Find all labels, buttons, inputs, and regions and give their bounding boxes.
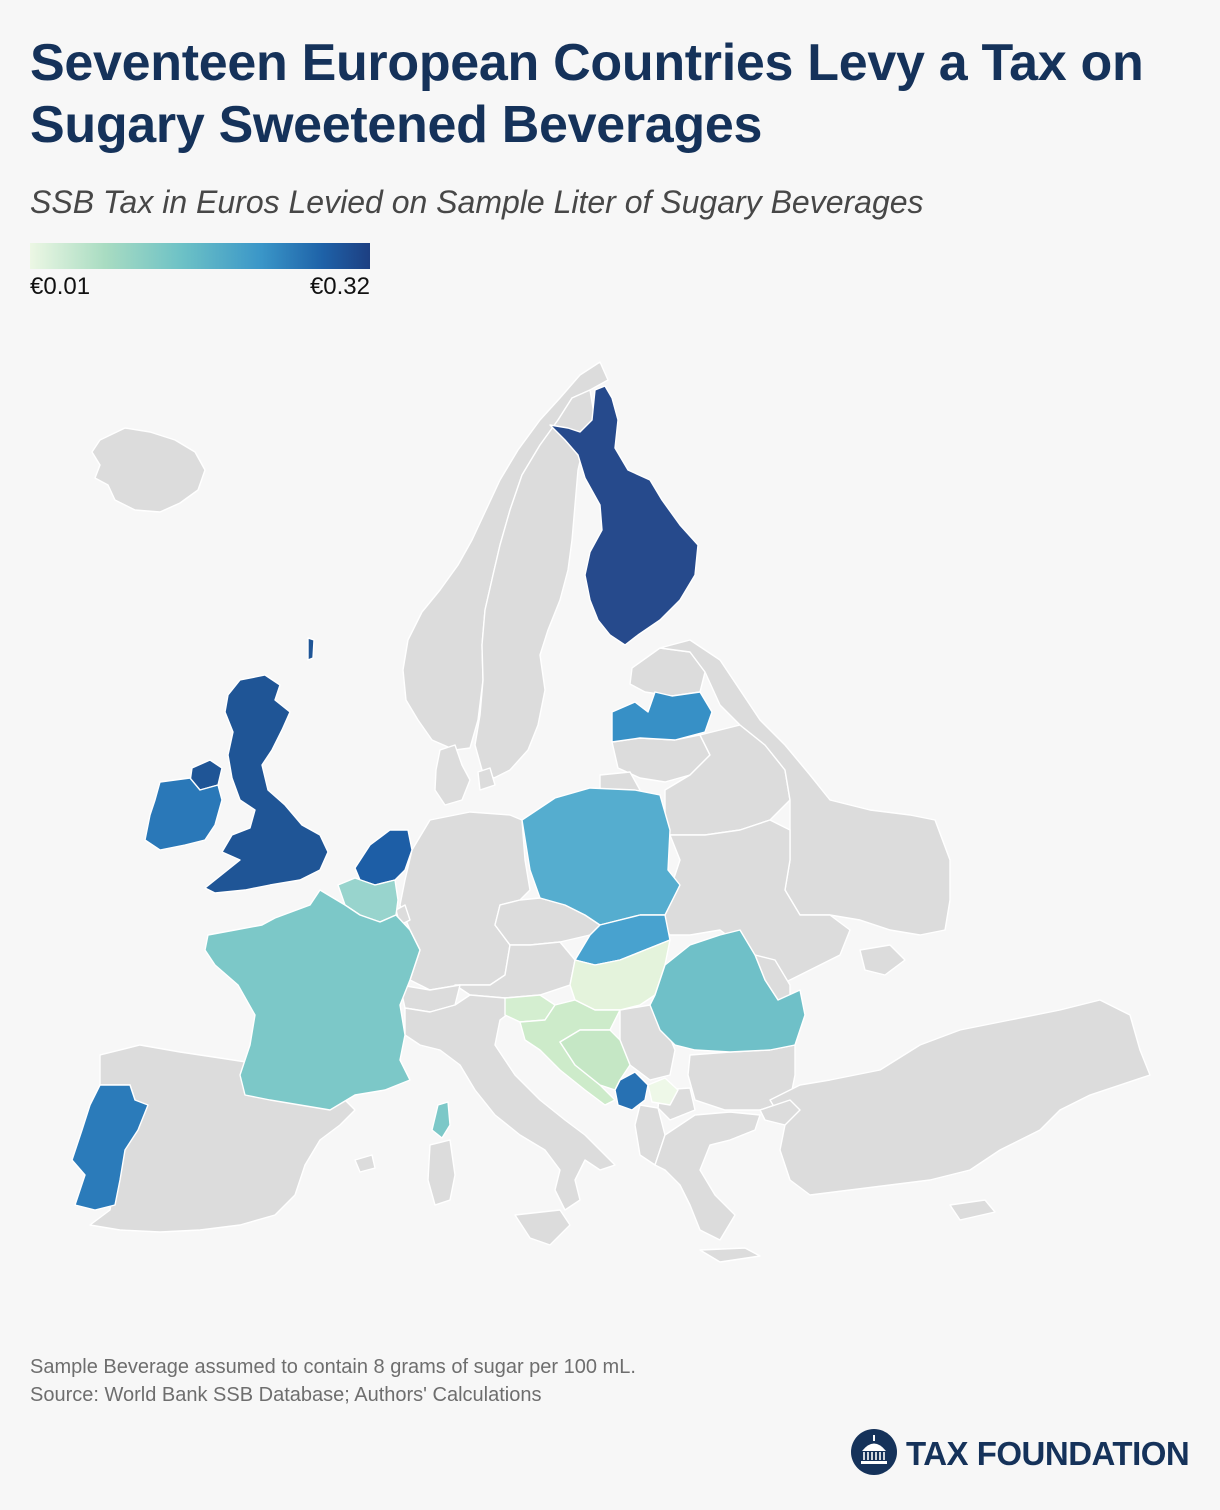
country-kosovo [647, 1077, 679, 1106]
country-iceland [91, 427, 206, 513]
brand-name: TAX FOUNDATION [906, 1435, 1190, 1472]
country-russia-west [659, 639, 951, 936]
legend-max-label: €0.32 [309, 273, 370, 300]
footnote-sample-beverage: Sample Beverage assumed to contain 8 gra… [30, 1356, 636, 1378]
country-corsica [431, 1101, 451, 1139]
country-denmark-islands [477, 767, 496, 791]
footnote-source: Source: World Bank SSB Database; Authors… [30, 1384, 542, 1406]
country-turkey-thrace [759, 1099, 801, 1126]
country-montenegro [614, 1071, 649, 1111]
country-finland [549, 385, 699, 646]
country-crimea [859, 944, 906, 976]
country-portugal [71, 1084, 149, 1211]
country-netherlands [354, 829, 413, 886]
country-france [204, 889, 421, 1111]
country-sweden [474, 389, 596, 779]
europe-map [71, 361, 1151, 1263]
country-uk [204, 674, 329, 894]
chart-subtitle: SSB Tax in Euros Levied on Sample Liter … [30, 184, 924, 220]
color-legend: €0.01 €0.32 [30, 243, 370, 303]
country-denmark [434, 744, 471, 806]
country-cyprus [949, 1199, 996, 1221]
country-poland [521, 787, 681, 926]
country-sicily [514, 1209, 571, 1246]
legend-gradient-bar [30, 243, 370, 269]
country-uk-shetland [307, 637, 315, 661]
chart-title: Seventeen European Countries Levy a Tax … [30, 34, 1144, 154]
country-romania [649, 929, 806, 1053]
legend-min-label: €0.01 [30, 273, 91, 300]
country-crete [699, 1247, 761, 1263]
country-greece [654, 1111, 761, 1241]
country-latvia [611, 691, 713, 743]
capitol-dome-icon [851, 1429, 897, 1475]
country-balearics [354, 1154, 376, 1173]
country-bosnia [559, 1029, 631, 1091]
country-turkey [769, 999, 1151, 1196]
country-ireland [144, 777, 223, 851]
country-sardinia [427, 1139, 456, 1206]
taxed-countries [71, 385, 806, 1211]
